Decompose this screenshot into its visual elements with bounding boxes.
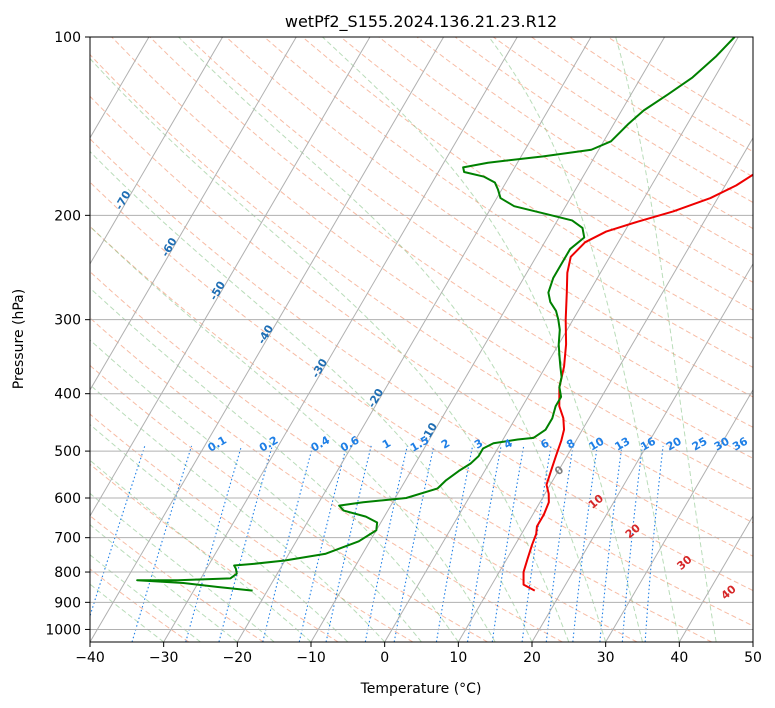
y-tick-label: 200 <box>54 208 81 224</box>
plot-frame <box>89 36 754 643</box>
pressure-gridlines <box>90 37 753 630</box>
dewpoint-line <box>136 37 736 592</box>
moist-adiabat-line <box>90 583 164 642</box>
mixing-ratio-line <box>218 445 273 642</box>
dry-adiabat-line <box>90 317 563 642</box>
chart-title: wetPf2_S155.2024.136.21.23.R12 <box>285 12 557 32</box>
mixing-ratio-line <box>572 445 598 642</box>
dry-adiabat-line <box>90 413 414 642</box>
dry-adiabat-line <box>111 37 753 491</box>
isotherm-line <box>310 37 666 642</box>
x-axis-ticks: −40 −30 −20 −10 0 10 20 30 40 50 <box>75 642 762 666</box>
isotherm-line <box>678 514 753 642</box>
moist-adiabat-line <box>90 150 533 642</box>
moist-adiabat-line <box>178 37 607 642</box>
y-tick-label: 600 <box>54 491 81 507</box>
dry-adiabat-line <box>378 37 753 283</box>
isotherm-line <box>90 37 371 517</box>
x-tick-label: 10 <box>449 650 467 666</box>
isotherms <box>90 37 753 642</box>
isotherm-line <box>90 37 224 265</box>
dry-adiabat-line <box>90 181 753 627</box>
x-tick-label: −30 <box>149 650 179 666</box>
y-tick-label: 800 <box>54 565 81 581</box>
x-tick-label: −10 <box>296 650 326 666</box>
mixing-ratio-line <box>491 445 525 642</box>
mixing-ratio-line <box>599 445 623 642</box>
dry-adiabat-line <box>90 364 488 642</box>
mixing-ratio-line <box>521 445 552 642</box>
x-tick-label: 30 <box>597 650 615 666</box>
y-axis-ticks: 1000 900 800 700 600 500 400 300 200 100 <box>45 30 90 638</box>
mixing-ratio-line <box>298 445 347 642</box>
isotherm-line <box>236 37 592 642</box>
moist-adiabat-line <box>488 37 680 642</box>
temperature-line <box>522 173 753 592</box>
dry-adiabat-line <box>90 515 264 642</box>
moist-adiabat-line <box>615 37 717 642</box>
x-tick-label: 20 <box>523 650 541 666</box>
mixing-ratio-line <box>364 445 408 642</box>
isotherm-line <box>384 37 739 642</box>
mixing-ratio-line <box>644 445 664 642</box>
moist-adiabat-line <box>90 225 496 642</box>
x-tick-label: 0 <box>380 650 389 666</box>
dry-adiabat-line <box>90 138 753 592</box>
isotherm-line <box>163 37 518 642</box>
moist-adiabat-line <box>90 57 570 642</box>
moist-adiabat-line <box>90 554 201 642</box>
mixing-ratio-line <box>545 445 574 642</box>
plot-area: -100-90-80-70-60-50-40-30-20-100.10.20.4… <box>90 37 753 642</box>
y-tick-label: 500 <box>54 444 81 460</box>
x-tick-label: 50 <box>744 650 762 666</box>
mixing-ratio-line <box>131 445 193 642</box>
sounding-series <box>136 37 753 592</box>
moist-adiabat-line <box>322 37 643 642</box>
mixing-ratio-line <box>262 445 314 642</box>
x-axis-label: Temperature (°C) <box>360 681 482 697</box>
y-tick-label: 900 <box>54 595 81 611</box>
x-tick-label: 40 <box>670 650 688 666</box>
y-axis-label: Pressure (hPa) <box>11 289 27 389</box>
moist-adiabats <box>90 37 717 642</box>
y-tick-label: 100 <box>54 30 81 46</box>
isotherm-line <box>531 262 753 642</box>
mixing-ratio-lines <box>90 445 664 642</box>
mixing-ratio-line <box>325 445 372 642</box>
dry-adiabat-line <box>90 225 712 642</box>
mixing-ratio-line <box>621 445 643 642</box>
moist-adiabat-line <box>90 287 459 642</box>
mixing-ratio-line <box>435 445 474 642</box>
isotherm-line <box>605 388 753 642</box>
moist-adiabat-line <box>90 524 238 642</box>
dry-adiabat-line <box>225 37 753 398</box>
isotherm-line <box>457 136 753 642</box>
x-tick-label: −20 <box>223 650 253 666</box>
dry-adiabat-line <box>340 37 753 311</box>
dry-adiabat-line <box>187 37 753 428</box>
isotherm-line <box>90 37 297 391</box>
y-tick-label: 1000 <box>45 622 81 638</box>
mixing-ratio-line <box>466 445 502 642</box>
dry-adiabat-line <box>90 53 753 524</box>
moist-adiabat-line <box>90 339 422 642</box>
y-tick-label: 700 <box>54 531 81 547</box>
y-tick-label: 400 <box>54 387 81 403</box>
dry-adiabat-line <box>90 271 638 642</box>
isotherm-line <box>90 37 445 642</box>
moist-adiabat-line <box>90 384 386 642</box>
moist-adiabat-line <box>90 492 275 642</box>
x-tick-label: −40 <box>75 650 105 666</box>
mixing-ratio-line <box>185 445 243 642</box>
y-tick-label: 300 <box>54 313 81 329</box>
